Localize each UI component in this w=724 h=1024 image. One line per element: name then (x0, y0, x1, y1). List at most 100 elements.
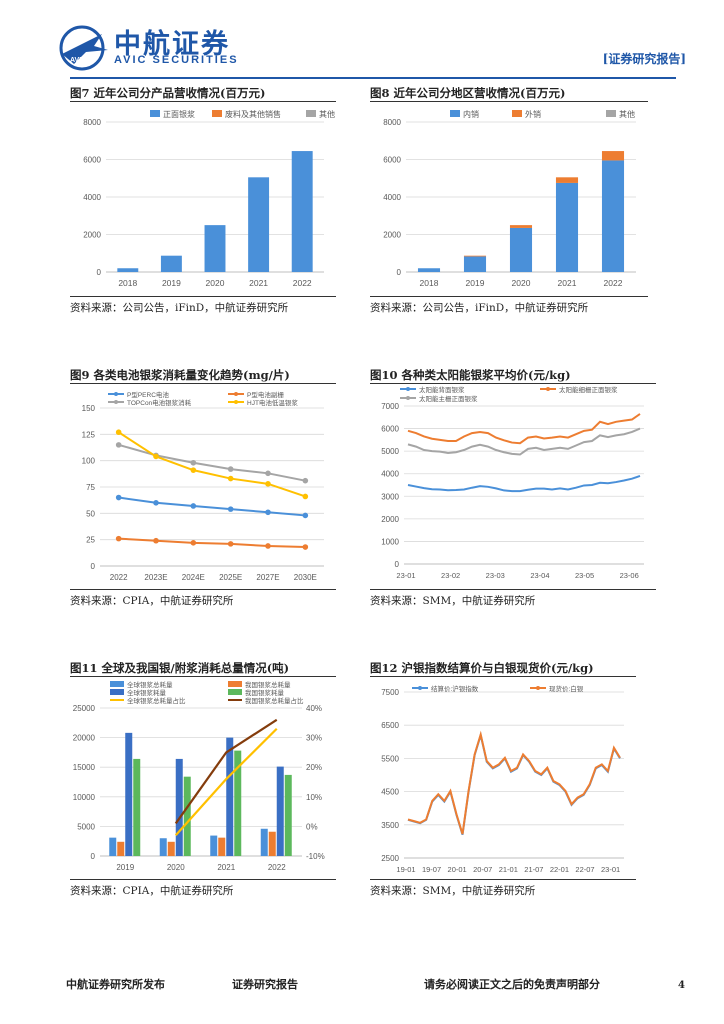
fig7-chart: 0 2000 4000 6000 8000 2018 2019 2020 2021 2022 正面银… (83, 109, 335, 288)
fig11-y2tick-label: 30% (306, 734, 322, 743)
fig8-bar (417, 268, 441, 272)
fig12-chart: 2500 3500 4500 5500 6500 7500 19-01 19-07 20-01 2… (381, 684, 624, 874)
fig8-bar (509, 225, 533, 228)
fig9-data-point (302, 544, 309, 550)
fig12-xtick-label: 22-01 (550, 865, 569, 874)
fig8-legend-label: 其他 (619, 109, 635, 119)
fig11-bottom-rule (70, 879, 336, 880)
fig11-legend-swatch (228, 681, 242, 687)
fig11-y2tick-label: 20% (306, 763, 322, 772)
page-number: 4 (678, 980, 685, 991)
fig11-bar (117, 841, 125, 856)
fig9-data-point (153, 453, 159, 460)
fig10-legend-label: 太阳能细栅正面银浆 (559, 386, 618, 394)
fig8-ytick-label: 8000 (383, 118, 401, 127)
fig8-xtick-label: 2019 (466, 278, 485, 288)
fig8-ytick-label: 4000 (383, 193, 401, 202)
fig11-legend-swatch (110, 681, 124, 687)
footer-report-type: 证券研究报告 (232, 978, 298, 991)
fig9-xtick-label: 2023E (144, 573, 167, 582)
fig9-data-point (227, 506, 234, 512)
fig9-ytick-label: 150 (82, 404, 96, 413)
fig10-ytick-label: 7000 (381, 402, 399, 411)
fig10-xtick-label: 23-03 (486, 571, 505, 580)
fig9-ytick-label: 100 (82, 457, 96, 466)
fig9-data-point (302, 493, 309, 500)
fig12-xtick-label: 23-01 (601, 865, 620, 874)
fig9-ytick-label: 125 (82, 430, 96, 439)
fig11-bar (226, 737, 234, 856)
fig7-xtick-label: 2022 (293, 278, 312, 288)
fig11-series-line (174, 727, 278, 837)
fig9-data-point (115, 442, 122, 448)
fig8-bar (509, 227, 533, 272)
fig10-source: 资料来源：SMM，中航证券研究所 (370, 595, 536, 607)
fig9-series-line (118, 537, 306, 549)
fig7-legend-swatch (212, 110, 222, 117)
fig11-xtick-label: 2019 (116, 863, 134, 872)
fig10-ytick-label: 3000 (381, 492, 399, 501)
fig12-title: 图12 沪银指数结算价与白银现货价(元/kg) (370, 661, 594, 675)
fig11-ytick-label: 25000 (73, 704, 96, 713)
logo-english-name: AVIC SECURITIES (114, 54, 239, 66)
fig7-xtick-label: 2020 (206, 278, 225, 288)
fig9-data-point (115, 429, 122, 436)
fig10-series-line (407, 413, 641, 445)
fig10-legend-label: 太阳能背面银浆 (419, 386, 465, 394)
fig9-ytick-label: 25 (86, 536, 95, 545)
fig10-bottom-rule (370, 589, 656, 590)
fig11-legend-label: 全球银浆耗量 (127, 688, 167, 697)
fig11-bar (260, 828, 268, 856)
fig10-ytick-label: 2000 (381, 515, 399, 524)
fig9-data-point (190, 540, 197, 546)
fig8-bar (555, 182, 579, 272)
fig10-ytick-label: 0 (395, 560, 400, 569)
fig11-bar (268, 831, 276, 856)
fig10-rule (370, 383, 656, 384)
fig9-legend-label: P型电池副栅 (247, 390, 284, 399)
fig9-bottom-rule (70, 589, 336, 590)
fig11-xtick-label: 2021 (217, 863, 235, 872)
fig12-rule (370, 676, 636, 677)
footer-publisher: 中航证券研究所发布 (66, 978, 165, 991)
fig10-xtick-label: 23-01 (396, 571, 415, 580)
fig8-title: 图8 近年公司分地区营收情况(百万元) (370, 86, 566, 100)
fig11-xtick-label: 2022 (268, 863, 286, 872)
fig7-legend-swatch (150, 110, 160, 117)
fig11-ytick-label: 15000 (73, 763, 96, 772)
fig12-source: 资料来源：SMM，中航证券研究所 (370, 885, 536, 897)
fig8-bar (601, 160, 625, 272)
fig9-xtick-label: 2025E (219, 573, 242, 582)
fig7-bar (117, 268, 139, 272)
fig8-chart: 0 2000 4000 6000 8000 2018 2019 2020 2021 2022 内销 外… (383, 109, 636, 288)
fig8-xtick-label: 2018 (420, 278, 439, 288)
fig9-data-point (190, 503, 197, 509)
fig8-xtick-label: 2021 (558, 278, 577, 288)
fig12-legend-label: 现货价:白银 (549, 684, 584, 693)
fig10-series-line (407, 427, 641, 456)
fig11-legend-swatch (110, 689, 124, 695)
fig10-ytick-label: 1000 (381, 537, 399, 546)
fig11-ytick-label: 0 (91, 852, 96, 861)
fig9-legend-label: TOPCon电池银浆消耗 (127, 398, 192, 407)
footer-disclaimer: 请务必阅读正文之后的免责声明部分 (424, 978, 600, 991)
fig12-xtick-label: 22-07 (575, 865, 594, 874)
fig10-series-line (407, 475, 641, 493)
fig9-data-point (265, 470, 271, 477)
fig9-xtick-label: 2024E (182, 573, 205, 582)
report-tag: [证券研究报告] (602, 52, 686, 66)
fig12-legend-marker (536, 686, 540, 690)
fig10-chart: 0 1000 2000 3000 4000 5000 6000 7000 23-01 23-02 2… (381, 386, 644, 580)
fig8-legend-swatch (606, 110, 616, 117)
fig7-xtick-label: 2019 (162, 278, 181, 288)
fig9-series-line (118, 443, 306, 482)
fig11-bar (133, 758, 141, 856)
fig8-ytick-label: 0 (397, 268, 402, 277)
fig10-ytick-label: 6000 (381, 425, 399, 434)
fig9-legend-marker (114, 392, 118, 396)
fig10-xtick-label: 23-05 (575, 571, 594, 580)
fig8-ytick-label: 2000 (383, 231, 401, 240)
fig8-bar (463, 255, 487, 257)
fig11-ytick-label: 10000 (73, 793, 96, 802)
fig8-bar (555, 177, 579, 183)
